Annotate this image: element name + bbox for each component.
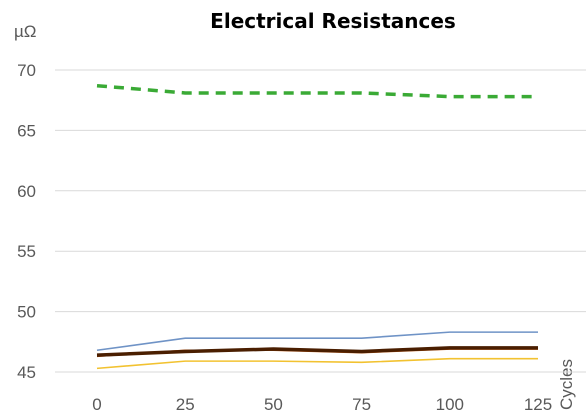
y-tick-label: 55 (17, 242, 36, 261)
y-tick-label: 65 (17, 121, 36, 140)
chart-title: Electrical Resistances (210, 9, 456, 33)
y-tick-label: 45 (17, 363, 36, 382)
series-line (96, 346, 538, 357)
series-line (96, 83, 538, 99)
y-tick-label: 60 (17, 182, 36, 201)
x-tick-label: 50 (264, 395, 283, 414)
x-tick-label: 75 (352, 395, 371, 414)
series-line (96, 331, 538, 352)
x-tick-label: 125 (524, 395, 552, 414)
x-tick-label: 25 (176, 395, 195, 414)
x-axis-label: Cycles (557, 359, 576, 410)
series-line (96, 357, 538, 370)
y-tick-label: 50 (17, 303, 36, 322)
y-axis-unit-label: µΩ (14, 22, 37, 41)
x-tick-label: 100 (436, 395, 464, 414)
y-tick-label: 70 (17, 61, 36, 80)
x-tick-label: 0 (92, 395, 101, 414)
